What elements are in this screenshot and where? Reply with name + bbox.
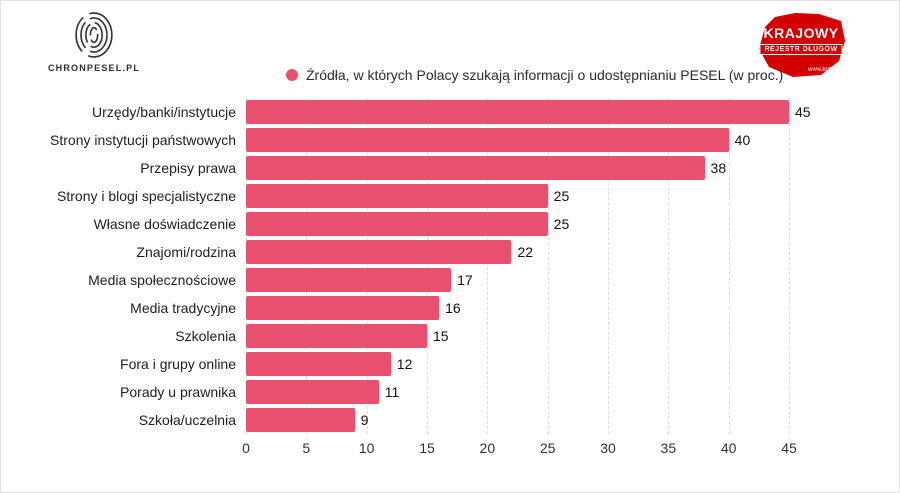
x-axis-tick-label: 30 [600, 440, 616, 456]
bar [246, 324, 427, 348]
bar [246, 296, 440, 320]
x-axis-tick-label: 35 [660, 440, 677, 456]
bar-value-label: 12 [396, 356, 413, 372]
category-label: Media tradycyjne [130, 300, 236, 316]
bar-track: 25 [246, 210, 789, 238]
bar-rows: Urzędy/banki/instytucje 45 Strony instytuc… [1, 98, 899, 434]
legend-marker-icon [286, 69, 298, 81]
category-label: Przepisy prawa [140, 160, 236, 176]
category-label: Strony instytucji państwowych [50, 132, 236, 148]
x-axis-tick-label: 5 [302, 440, 311, 456]
bar [246, 240, 512, 264]
chart-legend: Źródła, w których Polacy szukają informa… [286, 67, 783, 83]
bar [246, 128, 729, 152]
bar-row: Media tradycyjne 16 [1, 294, 899, 322]
x-axis-tick-label: 0 [242, 440, 250, 456]
category-label: Media społecznościowe [88, 272, 236, 288]
bar [246, 156, 705, 180]
x-axis-tick-label: 15 [419, 440, 435, 456]
bar-value-label: 45 [795, 104, 811, 120]
bar-track: 38 [246, 154, 789, 182]
bar-value-label: 25 [553, 216, 570, 232]
bar-value-label: 22 [517, 244, 534, 260]
x-axis-tick-label: 40 [720, 440, 737, 456]
fingerprint-icon [75, 12, 113, 58]
bar-track: 15 [246, 322, 789, 350]
krd-logo: KRAJOWY REJESTR DŁUGÓW www.krd.pl [755, 11, 847, 81]
bar-track: 12 [246, 350, 789, 378]
bar [246, 212, 548, 236]
bar-track: 16 [246, 294, 789, 322]
category-label: Urzędy/banki/instytucje [92, 104, 236, 120]
chronpesel-logo: CHRONPESEL.PL [46, 9, 142, 73]
bar-track: 11 [246, 378, 789, 406]
legend-label: Źródła, w których Polacy szukają informa… [306, 67, 784, 83]
category-label: Fora i grupy online [120, 356, 236, 372]
bar-value-label: 17 [457, 272, 473, 288]
x-axis-tick-label: 45 [781, 440, 797, 456]
bar [246, 408, 355, 432]
bar-value-label: 25 [553, 188, 570, 204]
category-label: Porady u prawnika [120, 384, 236, 400]
bar-value-label: 15 [432, 328, 449, 344]
bar-track: 9 [246, 406, 789, 434]
krd-logo-title: KRAJOWY [763, 25, 839, 41]
bar-row: Znajomi/rodzina 22 [1, 238, 899, 266]
category-label: Szkoła/uczelnia [138, 412, 236, 428]
bar [246, 268, 452, 292]
bar-row: Przepisy prawa 38 [1, 154, 899, 182]
category-label: Szkolenia [175, 328, 236, 344]
bar-value-label: 16 [445, 300, 461, 316]
bar-row: Media społecznościowe 17 [1, 266, 899, 294]
category-label: Strony i blogi specjalistyczne [57, 188, 236, 204]
bar [246, 380, 379, 404]
bar-row: Urzędy/banki/instytucje 45 [1, 98, 899, 126]
bar-chart: Urzędy/banki/instytucje 45 Strony instytuc… [1, 98, 899, 456]
bar [246, 352, 391, 376]
bar-track: 25 [246, 182, 789, 210]
bar [246, 100, 789, 124]
bar-value-label: 40 [734, 132, 751, 148]
bar-value-label: 11 [384, 384, 400, 400]
x-axis-tick-label: 10 [358, 440, 375, 456]
bar-row: Strony instytucji państwowych 40 [1, 126, 899, 154]
bar-row: Fora i grupy online 12 [1, 350, 899, 378]
x-axis-tick-label: 20 [479, 440, 496, 456]
bar-row: Porady u prawnika 11 [1, 378, 899, 406]
bar-track: 45 [246, 98, 811, 126]
krd-logo-subtitle: REJESTR DŁUGÓW [759, 44, 843, 55]
bar-row: Strony i blogi specjalistyczne 25 [1, 182, 899, 210]
bar-row: Szkolenia 15 [1, 322, 899, 350]
bar-value-label: 38 [710, 160, 727, 176]
chronpesel-logo-text: CHRONPESEL.PL [47, 63, 141, 73]
bar-value-label: 9 [360, 412, 369, 428]
x-axis: 0 5 10 15 20 25 30 35 40 45 [242, 440, 797, 460]
bar-track: 22 [246, 238, 789, 266]
bar-row: Szkoła/uczelnia 9 [1, 406, 899, 434]
bar-track: 17 [246, 266, 789, 294]
x-axis-tick-label: 25 [539, 440, 556, 456]
category-label: Znajomi/rodzina [136, 244, 236, 260]
category-label: Własne doświadczenie [93, 216, 236, 232]
krd-logo-url: www.krd.pl [807, 67, 837, 73]
bar [246, 184, 548, 208]
bar-track: 40 [246, 126, 789, 154]
bar-row: Własne doświadczenie 25 [1, 210, 899, 238]
